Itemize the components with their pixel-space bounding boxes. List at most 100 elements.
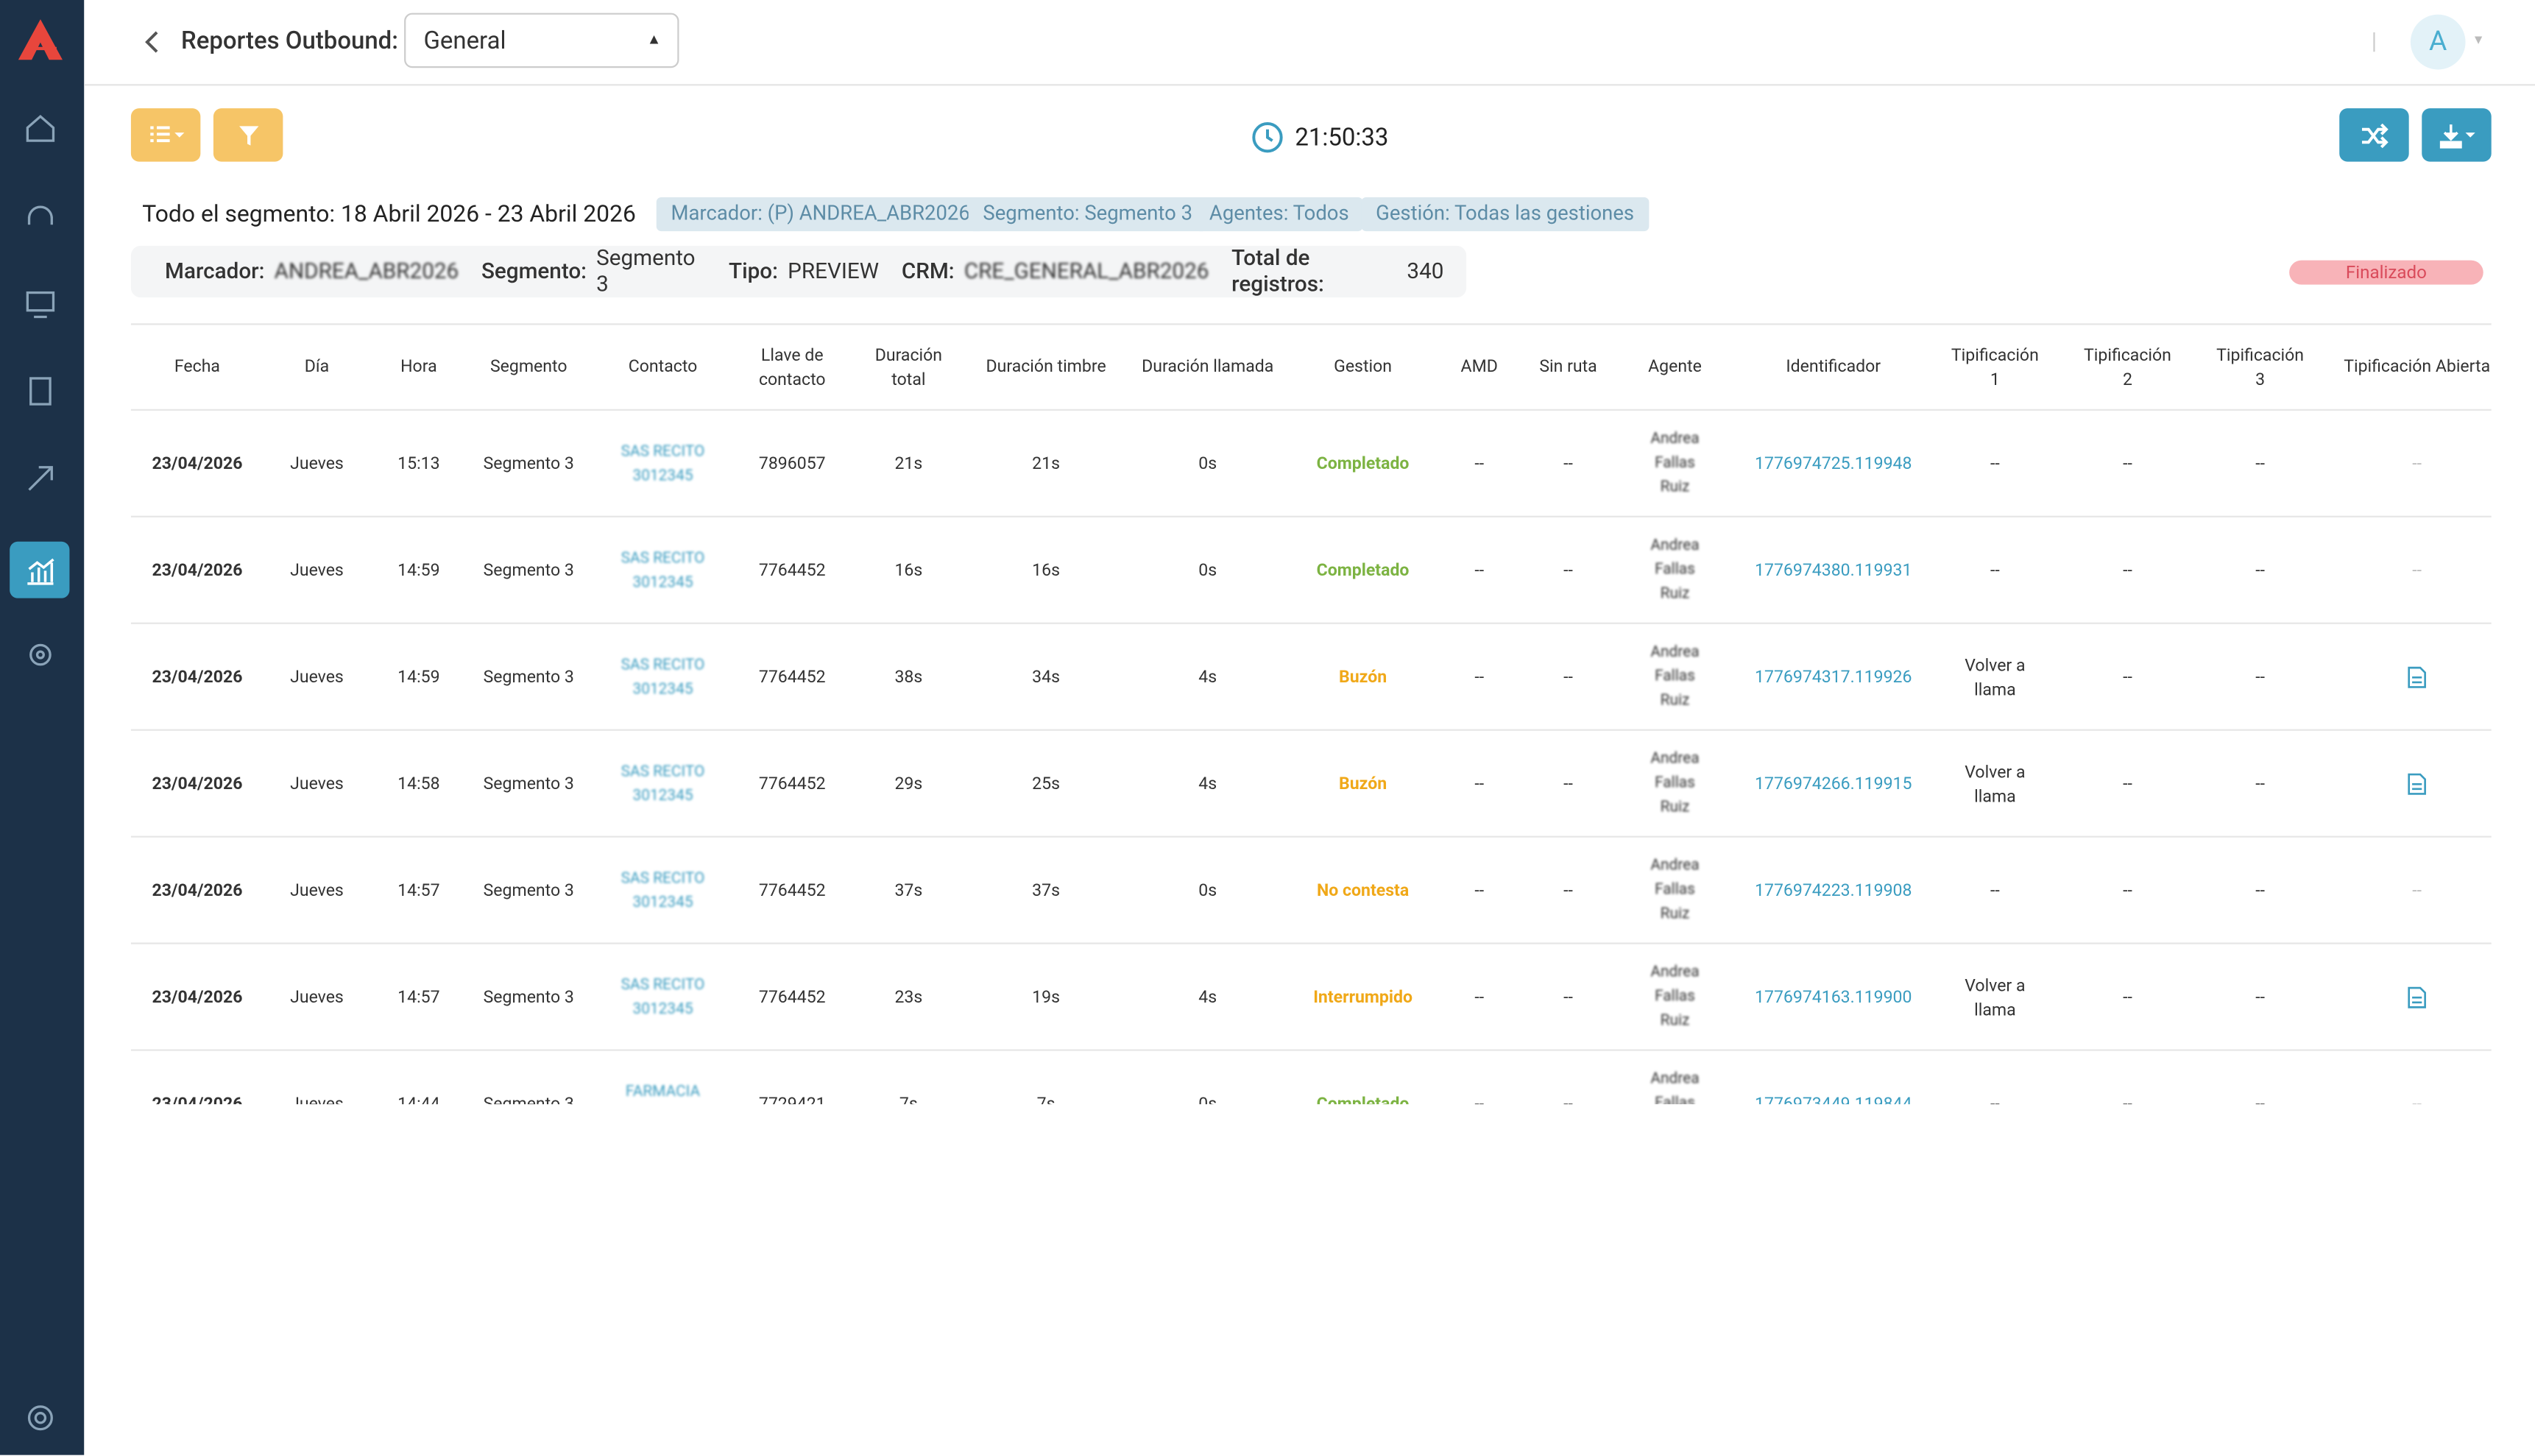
table-cell[interactable]: 1776974266.119915 <box>1755 772 1912 794</box>
report-select[interactable]: General ▲ <box>404 13 679 68</box>
table-cell: Segmento 3 <box>483 879 574 901</box>
table-cell[interactable]: 1776974317.119926 <box>1755 665 1912 688</box>
table-cell: 19s <box>1032 986 1061 1008</box>
table-cell: Andrea Fallas Ruiz <box>1650 1070 1700 1105</box>
table-cell: Jueves <box>290 453 344 474</box>
table-cell: -- <box>1563 879 1573 901</box>
table-cell: -- <box>1990 1092 2000 1105</box>
table-cell: Buzón <box>1339 772 1387 794</box>
table-cell: 23/04/2026 <box>152 879 243 901</box>
table-cell: 15:13 <box>397 453 440 474</box>
nav-headset[interactable] <box>23 197 58 233</box>
columns-button[interactable] <box>130 108 201 162</box>
row-border <box>130 942 2492 944</box>
page-title: Reportes Outbound: <box>181 26 398 55</box>
nav-settings[interactable] <box>23 637 58 672</box>
nav-help[interactable] <box>23 1400 58 1435</box>
filter-chip: Segmento: Segmento 3 <box>968 197 1207 232</box>
table-cell: -- <box>2255 665 2265 688</box>
table-cell[interactable]: 1776973449.119844 <box>1755 1092 1912 1105</box>
nav-reports-active[interactable] <box>10 541 70 598</box>
table-cell: 4s <box>1198 665 1217 688</box>
table-cell: 25s <box>1032 772 1061 794</box>
table-cell: Completado <box>1316 1092 1410 1105</box>
table-cell: Segmento 3 <box>483 665 574 688</box>
table-cell: 37s <box>1032 879 1061 901</box>
open-typification-icon[interactable] <box>2336 624 2498 729</box>
table-cell: Interrumpido <box>1313 986 1413 1008</box>
table-cell: -- <box>1474 1092 1485 1105</box>
open-typification-icon[interactable] <box>2336 731 2498 836</box>
table-cell: -- <box>1474 879 1485 901</box>
report-table: Fecha Día Hora Segmento Contacto Llave de con… <box>130 343 2498 1105</box>
table-cell: -- <box>2412 879 2422 901</box>
column-header: Gestion <box>1334 356 1393 377</box>
table-cell: 7764452 <box>758 665 826 688</box>
table-cell: Volver a llama <box>1965 654 2026 699</box>
shuffle-button[interactable] <box>2339 108 2409 162</box>
table-cell: 7729421 <box>758 1092 826 1105</box>
logo <box>18 19 63 60</box>
table-top-border <box>130 323 2492 325</box>
table-cell: SAS RECITO 3012345 <box>621 655 705 698</box>
table-cell: Jueves <box>290 665 344 688</box>
table-cell[interactable]: 1776974223.119908 <box>1755 879 1912 901</box>
open-typification-icon[interactable] <box>2336 944 2498 1050</box>
table-cell: 38s <box>894 665 923 688</box>
clock-time: 21:50:33 <box>1295 122 1389 152</box>
table-cell: -- <box>1563 1092 1573 1105</box>
table-cell: SAS RECITO 3012345 <box>621 548 705 591</box>
table-cell: -- <box>2255 1092 2265 1105</box>
table-cell[interactable]: 1776974725.119948 <box>1755 453 1912 474</box>
table-cell: 4s <box>1198 772 1217 794</box>
table-cell: 23/04/2026 <box>152 772 243 794</box>
table-cell: 7764452 <box>758 772 826 794</box>
table-cell[interactable]: 1776974163.119900 <box>1755 986 1912 1008</box>
info-label: Segmento: <box>481 258 587 285</box>
table-cell: 0s <box>1198 879 1217 901</box>
table-cell: Andrea Fallas Ruiz <box>1650 537 1700 604</box>
column-header: Segmento <box>489 356 568 377</box>
table-cell: 23/04/2026 <box>152 453 243 474</box>
table-cell: 29s <box>894 772 923 794</box>
column-header: Tipificación 3 <box>2216 343 2305 389</box>
table-cell: Jueves <box>290 1092 344 1105</box>
table-cell: 23/04/2026 <box>152 986 243 1008</box>
nav-monitor[interactable] <box>23 286 58 322</box>
back-button[interactable] <box>142 29 161 55</box>
table-cell: Andrea Fallas Ruiz <box>1650 643 1700 710</box>
filter-chip: Agentes: Todos <box>1195 197 1364 232</box>
table-cell: -- <box>1563 986 1573 1008</box>
table-cell: 4s <box>1198 986 1217 1008</box>
table-cell[interactable]: 1776974380.119931 <box>1755 559 1912 581</box>
table-cell: No contesta <box>1316 879 1410 901</box>
table-cell: 0s <box>1198 1092 1217 1105</box>
table-cell: 7896057 <box>758 453 826 474</box>
nav-home[interactable] <box>23 110 58 145</box>
table-cell: Segmento 3 <box>483 772 574 794</box>
table-cell: 14:57 <box>397 879 440 901</box>
header-border <box>130 409 2492 411</box>
download-button[interactable] <box>2422 108 2492 162</box>
table-cell: 14:44 <box>397 1092 440 1105</box>
table-cell: -- <box>2123 453 2132 474</box>
filter-button[interactable] <box>213 108 283 162</box>
table-cell: 7764452 <box>758 986 826 1008</box>
row-border <box>130 622 2492 624</box>
nav-contacts[interactable] <box>23 373 58 409</box>
table-cell: FARMACIA 3012345 <box>625 1082 701 1100</box>
table-cell: 14:58 <box>397 772 440 794</box>
column-header: Hora <box>400 356 437 377</box>
column-header: Tipificación Abierta <box>2344 356 2491 377</box>
table-cell: SAS RECITO 3012345 <box>621 762 705 805</box>
table-cell: Volver a llama <box>1965 760 2026 806</box>
info-label: CRM: <box>901 258 955 285</box>
avatar[interactable]: A <box>2410 14 2466 70</box>
table-cell: Andrea Fallas Ruiz <box>1650 857 1700 924</box>
info-label: Tipo: <box>729 258 778 285</box>
table-cell: -- <box>2123 772 2132 794</box>
table-cell: 0s <box>1198 559 1217 581</box>
table-cell: Jueves <box>290 772 344 794</box>
status-badge: Finalizado <box>2289 260 2483 285</box>
nav-campaigns[interactable] <box>23 461 58 496</box>
